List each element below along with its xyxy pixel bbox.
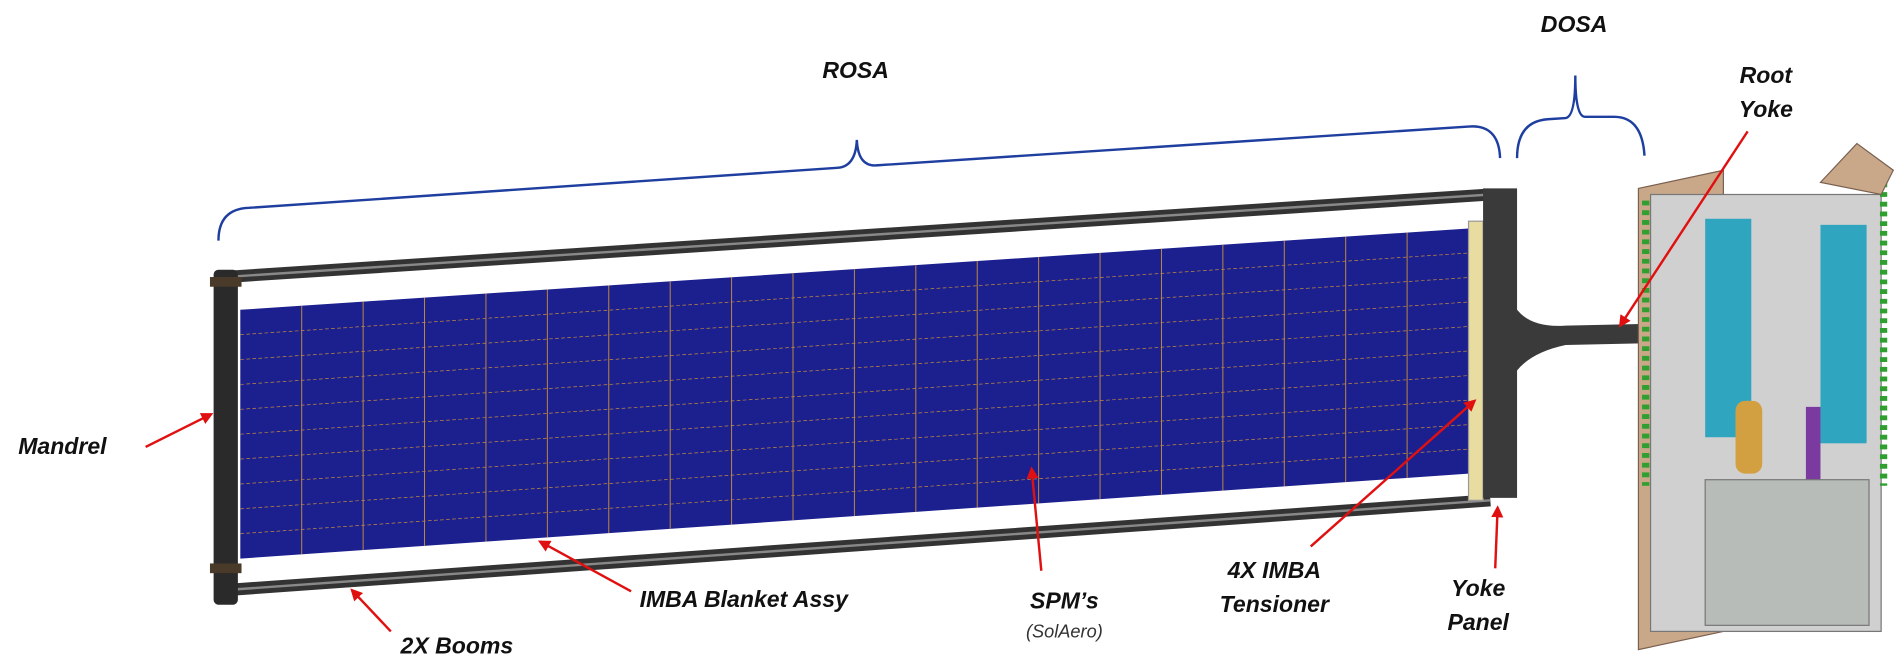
spm-maker-label: (SolAero) bbox=[1026, 621, 1103, 641]
yoke-panel-arrow bbox=[1495, 508, 1497, 569]
root-yoke-label: Yoke bbox=[1739, 96, 1793, 122]
mandrel-label: Mandrel bbox=[18, 433, 107, 459]
blanket-grid bbox=[240, 233, 1468, 555]
mandrel-arrow bbox=[146, 414, 212, 447]
mandrel bbox=[214, 270, 238, 605]
root-yoke-label: Root bbox=[1740, 62, 1794, 88]
rosa-label: ROSA bbox=[822, 57, 889, 83]
blanket-label: IMBA Blanket Assy bbox=[640, 586, 850, 612]
yoke-panel-label: Yoke bbox=[1451, 575, 1505, 601]
booms-arrow bbox=[352, 590, 391, 631]
tensioner-strip bbox=[1469, 221, 1484, 500]
dosa-label: DOSA bbox=[1541, 11, 1608, 37]
rosa-diagram: ROSA DOSA Root Yoke Mandrel 2X Booms IMB… bbox=[0, 0, 1903, 656]
spm-label: SPM’s bbox=[1030, 587, 1099, 613]
dosa-brace bbox=[1517, 76, 1644, 159]
yoke-panel-label: Panel bbox=[1447, 609, 1509, 635]
tensioner-label: Tensioner bbox=[1220, 591, 1331, 617]
rosa-brace bbox=[218, 126, 1500, 240]
spacecraft bbox=[1638, 144, 1893, 650]
tensioner-label: 4X IMBA bbox=[1227, 557, 1321, 583]
booms-label: 2X Booms bbox=[400, 632, 514, 656]
